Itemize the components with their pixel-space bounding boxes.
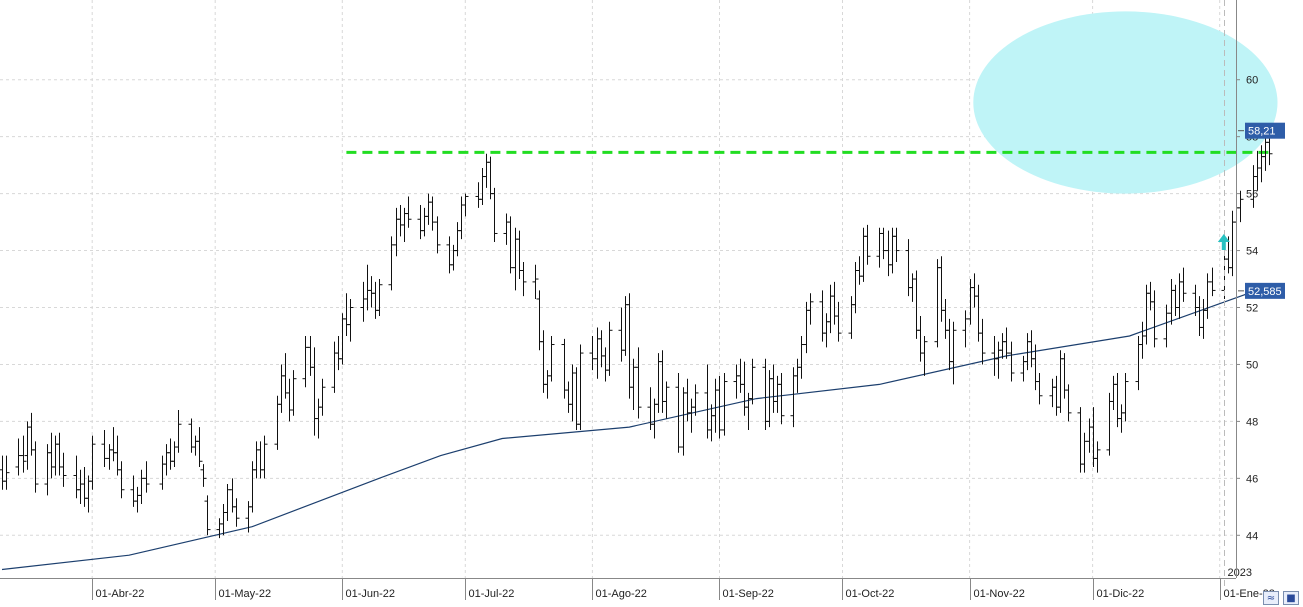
zoom-waves-icon[interactable]: ≈ <box>1263 591 1279 605</box>
ohlc-bar <box>20 435 27 473</box>
ohlc-bar <box>778 372 785 425</box>
ohlc-bar <box>175 410 182 453</box>
ohlc-bar <box>118 461 125 499</box>
svg-text:52,585: 52,585 <box>1248 286 1282 298</box>
ohlc-bar <box>233 498 240 527</box>
ohlc-bar <box>3 455 10 490</box>
ohlc-bar <box>1237 190 1244 223</box>
ohlc-bar <box>721 372 728 436</box>
price-bars <box>0 125 1273 539</box>
floppy-disk-icon[interactable]: ■ <box>1283 591 1299 605</box>
x-tick-label: 01-Jul-22 <box>469 588 515 600</box>
x-tick-label: 01-Dic-22 <box>1097 588 1145 600</box>
x-tick-label: 01-Ene-23 <box>1224 588 1275 600</box>
ohlc-bar <box>200 464 207 487</box>
ohlc-bar <box>32 441 39 493</box>
x-tick-label: 01-Jun-22 <box>346 588 396 600</box>
ohlc-bar <box>319 378 326 416</box>
ohlc-bar <box>434 216 441 254</box>
ohlc-bar <box>60 452 67 487</box>
svg-text:58,21: 58,21 <box>1248 126 1276 138</box>
y-tick-label: 56 <box>1246 189 1258 201</box>
ohlc-bar <box>1180 267 1187 302</box>
ohlc-bar <box>532 264 539 299</box>
ohlc-bar <box>606 321 613 376</box>
y-tick-label: 48 <box>1246 416 1258 428</box>
up-arrow-icon <box>1217 234 1230 251</box>
ohlc-bar <box>548 335 555 382</box>
moving-average-tag: 52,585 <box>1238 282 1285 299</box>
ohlc-bar <box>1008 341 1015 382</box>
ohlc-bar <box>347 298 354 342</box>
y-tick-label: 52 <box>1246 303 1258 315</box>
ohlc-bar <box>1151 290 1158 348</box>
ohlc-bar <box>893 227 900 262</box>
ohlc-bar <box>261 435 268 479</box>
y-tick-label: 50 <box>1246 359 1258 371</box>
y-tick-label: 44 <box>1246 530 1258 542</box>
ohlc-bar <box>807 293 814 325</box>
ohlc-bar <box>921 335 928 376</box>
ohlc-bar <box>749 358 756 405</box>
ohlc-bar <box>692 384 699 416</box>
ohlc-bar <box>89 435 96 490</box>
x-tick-label: 01-May-22 <box>219 588 272 600</box>
ohlc-bar <box>290 370 297 416</box>
price-tags: 58,21 52,585 <box>1238 122 1285 299</box>
x-tick-label: 01-Nov-22 <box>974 588 1025 600</box>
x-tick-label: 01-Abr-22 <box>96 588 145 600</box>
x-tick-label: 01-Oct-22 <box>846 588 895 600</box>
ohlc-bar <box>864 224 871 265</box>
ohlc-bar <box>1122 372 1129 422</box>
ohlc-bar <box>1036 372 1043 405</box>
y-tick-label: 60 <box>1246 75 1258 87</box>
ohlc-bar <box>950 321 957 385</box>
ohlc-bar <box>491 187 498 243</box>
ohlc-bar <box>462 193 469 217</box>
y-tick-label: 54 <box>1246 246 1258 258</box>
ohlc-bar <box>1209 267 1216 297</box>
highlight-ellipse <box>973 11 1278 194</box>
x-tick-label: 01-Sep-22 <box>723 588 774 600</box>
x-tick-label: 01-Ago-22 <box>596 588 647 600</box>
ohlc-bar <box>577 344 584 430</box>
ohlc-bar <box>204 495 211 536</box>
ohlc-bar <box>835 301 842 342</box>
ohlc-bar <box>979 318 986 365</box>
grid-lines <box>0 0 1236 578</box>
chart-toolbar: ≈ ■ <box>1263 591 1299 605</box>
ohlc-bar <box>1065 384 1072 422</box>
last-price-tag: 58,21 <box>1238 122 1285 139</box>
year-label: 2023 <box>1228 567 1252 579</box>
ohlc-bar <box>376 279 383 317</box>
ohlc-bar <box>196 427 203 467</box>
ohlc-bar <box>143 461 150 493</box>
ohlc-bar <box>635 347 642 419</box>
y-tick-label: 46 <box>1246 473 1258 485</box>
ohlc-bar <box>1094 441 1101 473</box>
ohlc-bar <box>520 261 527 297</box>
ohlc-bar <box>405 196 412 228</box>
x-axis-ticks: 01-Abr-22 01-May-22 01-Jun-22 01-Jul-22 01-A… <box>92 578 1275 600</box>
ohlc-bar <box>663 381 670 419</box>
